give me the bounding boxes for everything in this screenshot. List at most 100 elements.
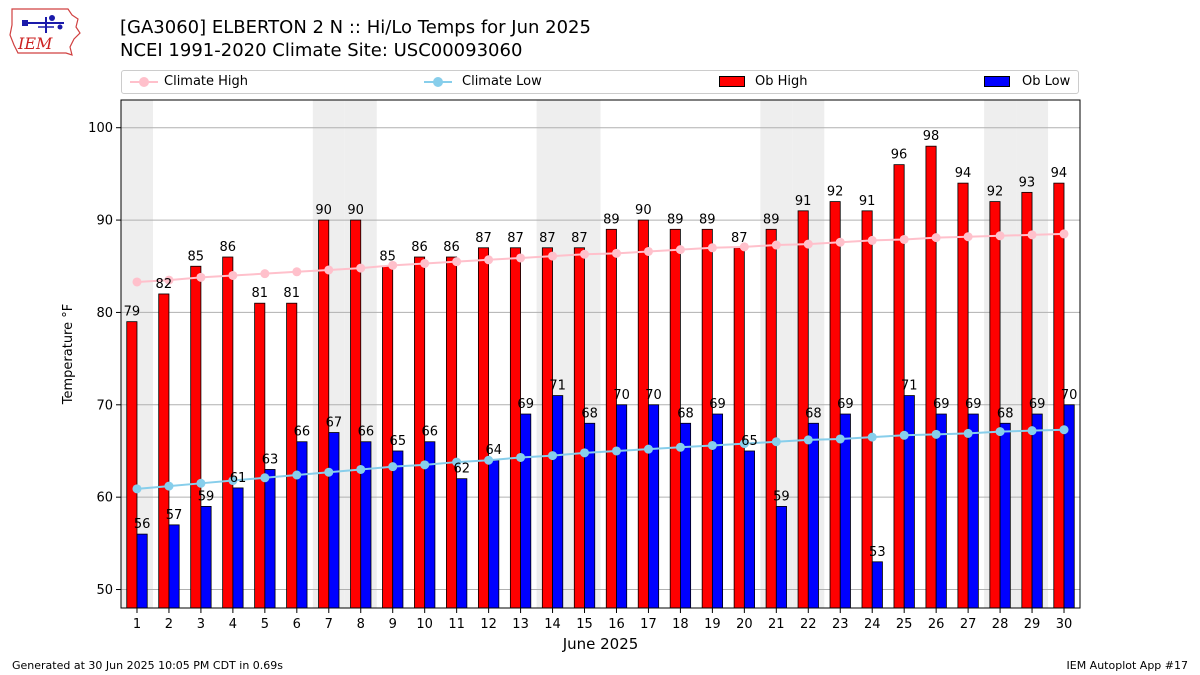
data-label-ob-high: 94 (955, 166, 972, 181)
point-climate-high (260, 269, 270, 279)
data-label-ob-high: 87 (507, 231, 524, 246)
point-climate-low (548, 451, 558, 461)
point-climate-high (995, 231, 1005, 241)
y-axis-label: Temperature °F (61, 304, 76, 405)
x-tick-label: 21 (768, 617, 785, 632)
x-tick-label: 11 (448, 617, 465, 632)
point-climate-low (963, 428, 973, 438)
point-climate-high (739, 242, 749, 252)
data-label-ob-high: 90 (315, 203, 332, 218)
bar-ob-high (957, 182, 969, 609)
point-climate-high (580, 249, 590, 259)
data-label-ob-low: 69 (933, 397, 950, 412)
point-climate-low (867, 432, 877, 442)
y-tick-label: 100 (88, 121, 113, 136)
footer-app-id: IEM Autoplot App #17 (1066, 659, 1189, 672)
bar-ob-high (158, 293, 170, 609)
data-label-ob-low: 69 (709, 397, 726, 412)
legend-marker-climate-low (433, 77, 443, 87)
bar-ob-low (616, 404, 628, 609)
data-label-ob-high: 91 (795, 194, 812, 209)
bar-ob-low (807, 422, 819, 609)
bar-ob-low (1063, 404, 1075, 609)
bar-ob-low (232, 487, 244, 609)
data-label-ob-low: 68 (805, 406, 822, 421)
point-climate-high (675, 245, 685, 255)
data-label-ob-low: 66 (294, 425, 311, 440)
point-climate-low (164, 481, 174, 491)
x-tick-label: 18 (672, 617, 689, 632)
x-tick-label: 7 (325, 617, 333, 632)
bar-ob-low (743, 450, 755, 609)
point-climate-high (867, 235, 877, 245)
bar-ob-low (168, 524, 180, 609)
point-climate-low (420, 460, 430, 470)
x-tick-label: 14 (544, 617, 561, 632)
y-tick-label: 90 (96, 214, 113, 229)
x-tick-label: 2 (165, 617, 173, 632)
data-label-ob-high: 93 (1019, 175, 1036, 190)
bar-ob-high (509, 247, 521, 609)
x-tick-label: 30 (1056, 617, 1073, 632)
bar-ob-high (190, 265, 202, 609)
legend-marker-climate-high (139, 77, 149, 87)
point-climate-high (388, 260, 398, 270)
bar-ob-high (733, 247, 745, 609)
point-climate-low (356, 464, 366, 474)
data-label-ob-low: 70 (1061, 388, 1078, 403)
point-climate-high (548, 251, 558, 261)
data-label-ob-low: 65 (741, 434, 758, 449)
data-label-ob-low: 71 (901, 379, 918, 394)
x-tick-label: 20 (736, 617, 753, 632)
x-tick-label: 12 (480, 617, 497, 632)
legend-swatch-ob-low (984, 76, 1010, 87)
data-label-ob-high: 89 (763, 212, 780, 227)
bar-ob-low (775, 505, 787, 609)
x-tick-label: 8 (357, 617, 365, 632)
x-axis-label: June 2025 (562, 635, 639, 653)
data-label-ob-high: 90 (347, 203, 364, 218)
bar-ob-high (573, 247, 585, 609)
y-tick-label: 60 (96, 491, 113, 506)
data-label-ob-high: 86 (443, 240, 460, 255)
point-climate-low (228, 476, 238, 486)
bar-ob-low (648, 404, 660, 609)
bar-ob-high (605, 228, 617, 609)
point-climate-high (771, 240, 781, 250)
bar-ob-low (520, 413, 532, 609)
bar-ob-high (637, 219, 649, 609)
data-label-ob-high: 82 (156, 277, 173, 292)
x-tick-label: 3 (197, 617, 205, 632)
bar-ob-high (989, 201, 1001, 609)
point-climate-low (516, 452, 526, 462)
legend-swatch-ob-high (719, 76, 745, 87)
data-label-ob-low: 61 (230, 471, 247, 486)
data-label-ob-low: 68 (997, 406, 1014, 421)
x-tick-label: 17 (640, 617, 657, 632)
point-climate-low (196, 478, 206, 488)
data-label-ob-low: 56 (134, 517, 151, 532)
data-label-ob-low: 70 (613, 388, 630, 403)
data-label-ob-low: 59 (198, 489, 215, 504)
data-label-ob-low: 69 (1029, 397, 1046, 412)
data-label-ob-high: 81 (251, 286, 268, 301)
point-climate-low (324, 467, 334, 477)
point-climate-high (324, 265, 334, 275)
x-tick-label: 4 (229, 617, 237, 632)
x-tick-label: 1 (133, 617, 141, 632)
point-climate-high (356, 263, 366, 273)
data-label-ob-high: 87 (539, 231, 556, 246)
data-label-ob-low: 70 (645, 388, 662, 403)
x-tick-label: 16 (608, 617, 625, 632)
point-climate-low (643, 444, 653, 454)
bar-ob-low (136, 533, 148, 609)
data-label-ob-low: 68 (677, 406, 694, 421)
point-climate-low (899, 430, 909, 440)
data-label-ob-low: 53 (869, 545, 886, 560)
x-tick-label: 9 (389, 617, 397, 632)
data-label-ob-high: 92 (827, 185, 844, 200)
bar-ob-high (286, 302, 298, 609)
data-label-ob-high: 79 (124, 305, 141, 320)
data-label-ob-high: 91 (859, 194, 876, 209)
data-label-ob-high: 89 (699, 212, 716, 227)
